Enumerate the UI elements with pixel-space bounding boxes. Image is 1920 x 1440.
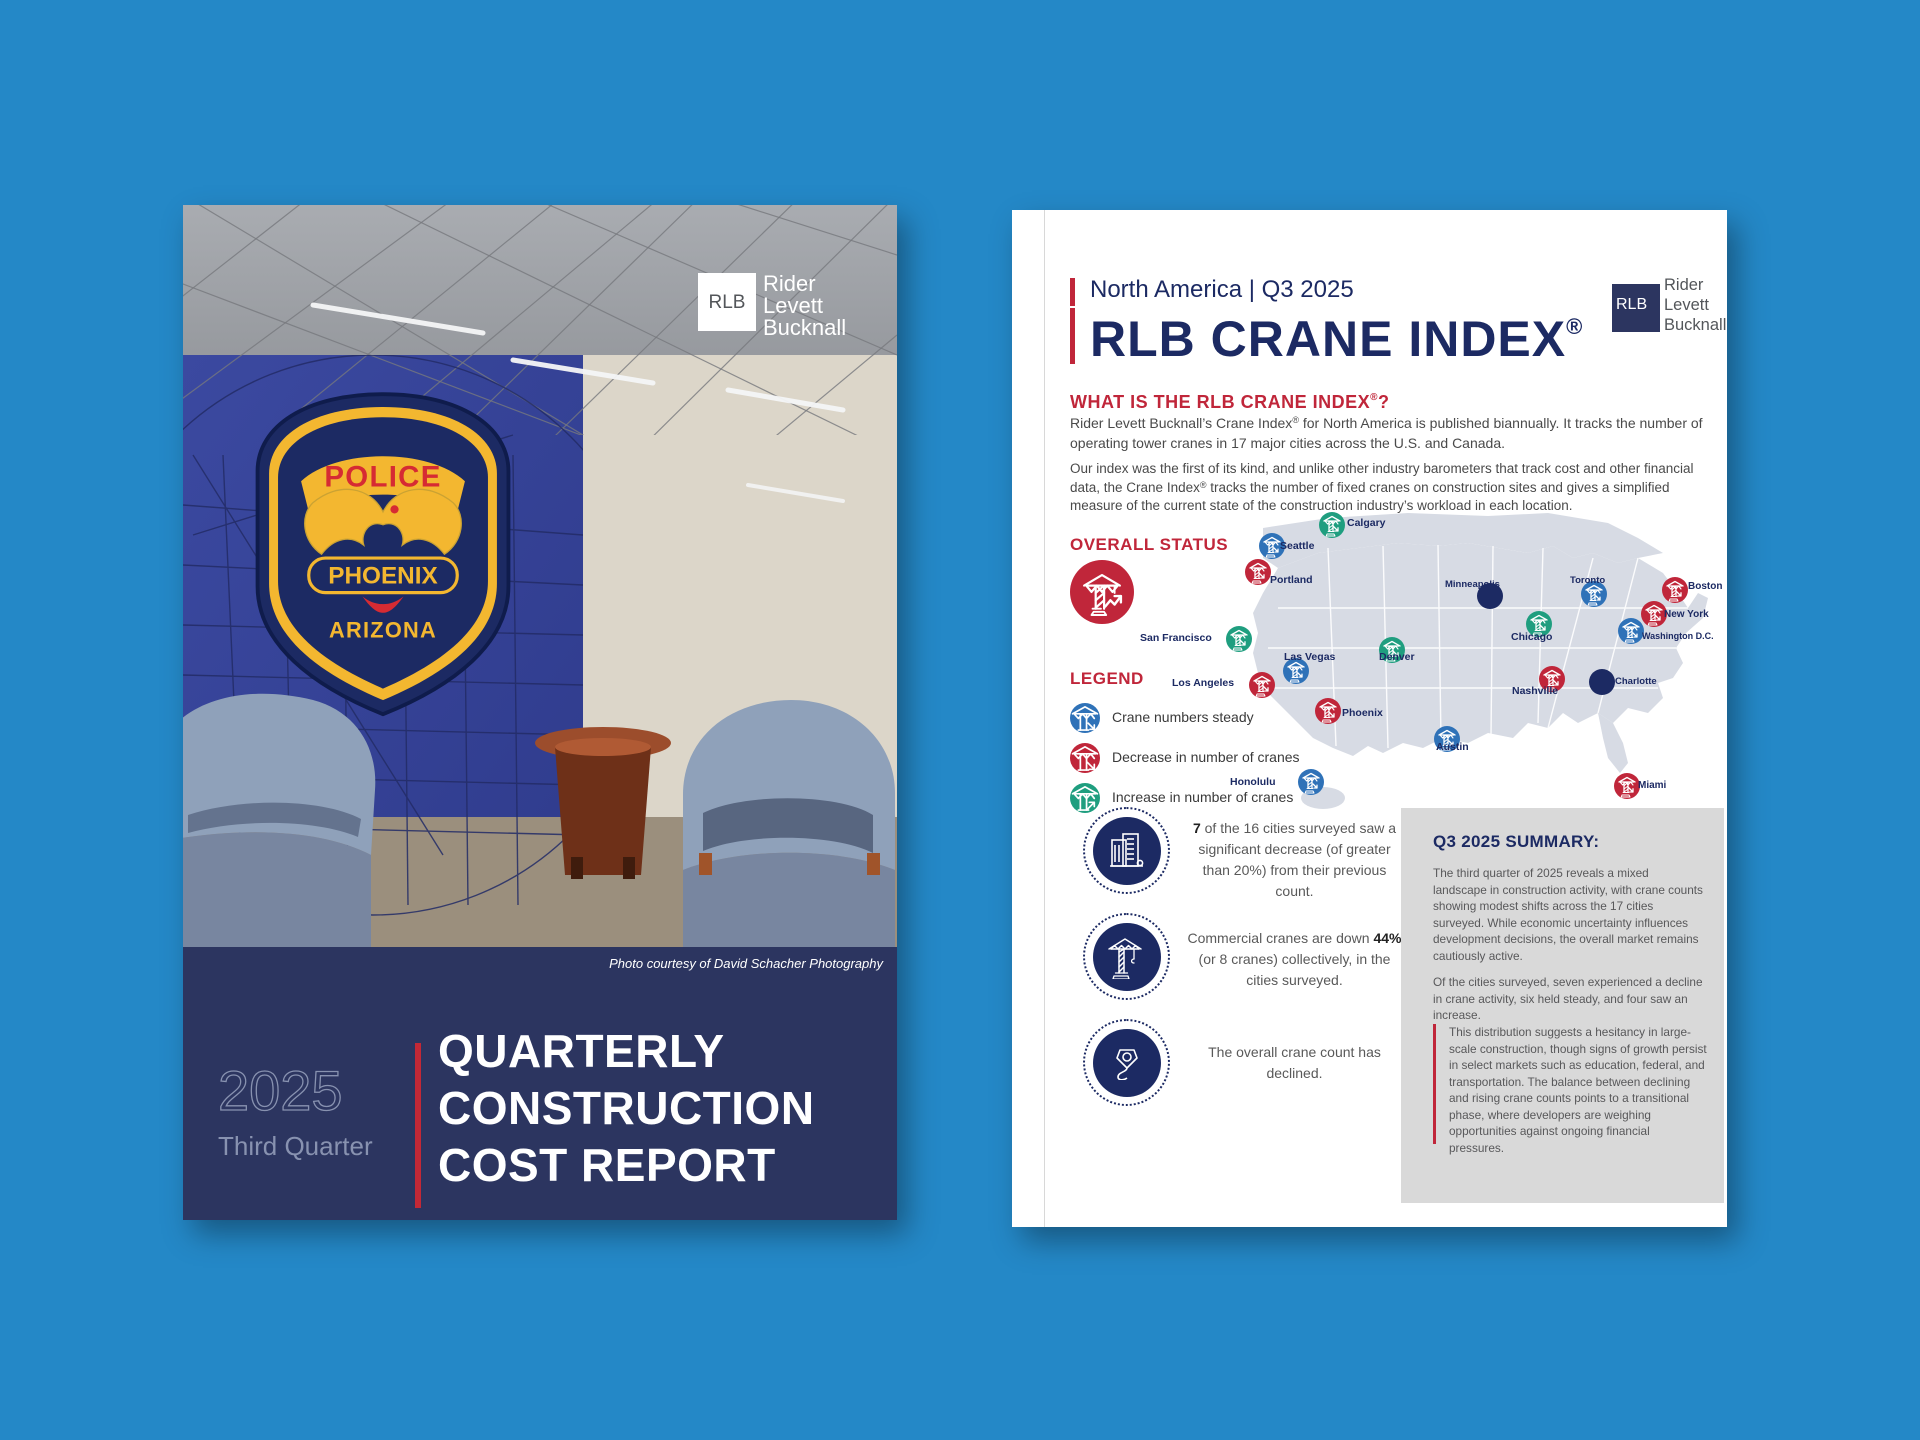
svg-text:PHOENIX: PHOENIX <box>328 563 437 590</box>
svg-text:Bucknall: Bucknall <box>763 315 846 340</box>
svg-text:CONSTRUCTION: CONSTRUCTION <box>438 1082 815 1134</box>
svg-text:COST REPORT: COST REPORT <box>438 1139 776 1191</box>
svg-text:RLB: RLB <box>709 292 746 313</box>
svg-text:POLICE: POLICE <box>324 460 441 493</box>
svg-text:ARIZONA: ARIZONA <box>329 617 437 642</box>
svg-text:Photo courtesy of David Schach: Photo courtesy of David Schacher Photogr… <box>609 956 884 971</box>
svg-text:Third Quarter: Third Quarter <box>218 1131 373 1161</box>
svg-text:2025: 2025 <box>218 1059 343 1122</box>
svg-text:QUARTERLY: QUARTERLY <box>438 1025 725 1077</box>
